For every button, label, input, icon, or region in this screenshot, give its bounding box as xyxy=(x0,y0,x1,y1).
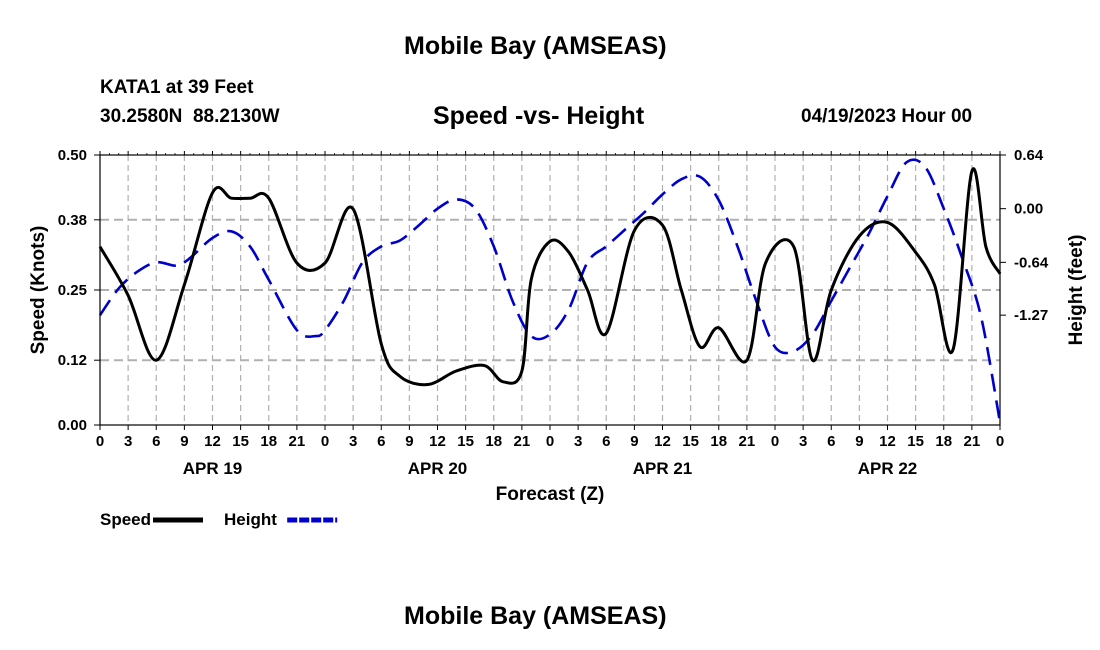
y2-axis-title: Height (feet) xyxy=(1066,235,1087,346)
x-tick-label: 0 xyxy=(771,433,779,450)
x-tick-label: 9 xyxy=(180,433,188,450)
x-tick-label: 12 xyxy=(654,433,671,450)
y-tick-label: 0.38 xyxy=(58,212,87,229)
x-tick-label: 3 xyxy=(799,433,807,450)
y2-tick-label: 0.64 xyxy=(1014,147,1044,164)
station-label: KATA1 at 39 Feet xyxy=(100,77,254,98)
date-label: APR 19 xyxy=(183,459,243,478)
y-tick-label: 0.50 xyxy=(58,147,87,164)
x-tick-label: 21 xyxy=(739,433,756,450)
date-label: APR 21 xyxy=(633,459,693,478)
x-tick-label: 9 xyxy=(855,433,863,450)
chart-subtitle: Speed -vs- Height xyxy=(433,102,645,130)
x-tick-label: 15 xyxy=(232,433,249,450)
x-tick-label: 18 xyxy=(935,433,952,450)
x-tick-label: 6 xyxy=(827,433,835,450)
x-tick-label: 0 xyxy=(546,433,554,450)
y-tick-label: 0.25 xyxy=(58,282,87,299)
y-tick-label: 0.12 xyxy=(58,352,87,369)
x-tick-label: 21 xyxy=(514,433,531,450)
chart-title: Mobile Bay (AMSEAS) xyxy=(404,32,667,60)
x-tick-label: 6 xyxy=(377,433,385,450)
date-label: APR 20 xyxy=(408,459,468,478)
x-tick-label: 12 xyxy=(879,433,896,450)
y2-tick-label: 0.00 xyxy=(1014,201,1043,218)
y2-tick-label: -1.27 xyxy=(1014,307,1048,324)
forecast-datetime: 04/19/2023 Hour 00 xyxy=(801,106,973,127)
x-tick-label: 9 xyxy=(630,433,638,450)
x-tick-label: 0 xyxy=(321,433,329,450)
x-tick-label: 15 xyxy=(682,433,699,450)
x-tick-label: 18 xyxy=(710,433,727,450)
x-tick-label: 6 xyxy=(152,433,160,450)
speed-series-line xyxy=(98,167,1002,387)
x-tick-label: 12 xyxy=(204,433,221,450)
speed-legend-label: Speed xyxy=(100,510,151,529)
x-tick-label: 3 xyxy=(349,433,357,450)
x-tick-label: 3 xyxy=(574,433,582,450)
x-tick-label: 12 xyxy=(429,433,446,450)
height-series-line xyxy=(98,158,1002,423)
x-tick-label: 15 xyxy=(457,433,474,450)
footer-title: Mobile Bay (AMSEAS) xyxy=(404,602,667,630)
y-tick-label: 0.00 xyxy=(58,417,87,434)
x-tick-label: 6 xyxy=(602,433,610,450)
x-tick-label: 15 xyxy=(907,433,924,450)
height-legend-label: Height xyxy=(224,510,277,529)
x-tick-label: 21 xyxy=(964,433,981,450)
x-tick-label: 0 xyxy=(996,433,1004,450)
x-tick-label: 9 xyxy=(405,433,413,450)
y2-tick-label: -0.64 xyxy=(1014,254,1049,271)
coordinates-label: 30.2580N 88.2130W xyxy=(100,106,280,127)
x-tick-label: 18 xyxy=(485,433,502,450)
y-axis-title: Speed (Knots) xyxy=(28,226,49,355)
x-tick-label: 21 xyxy=(289,433,306,450)
x-tick-label: 18 xyxy=(260,433,277,450)
x-axis-title: Forecast (Z) xyxy=(496,484,605,505)
x-tick-label: 0 xyxy=(96,433,104,450)
date-label: APR 22 xyxy=(858,459,918,478)
x-tick-label: 3 xyxy=(124,433,132,450)
